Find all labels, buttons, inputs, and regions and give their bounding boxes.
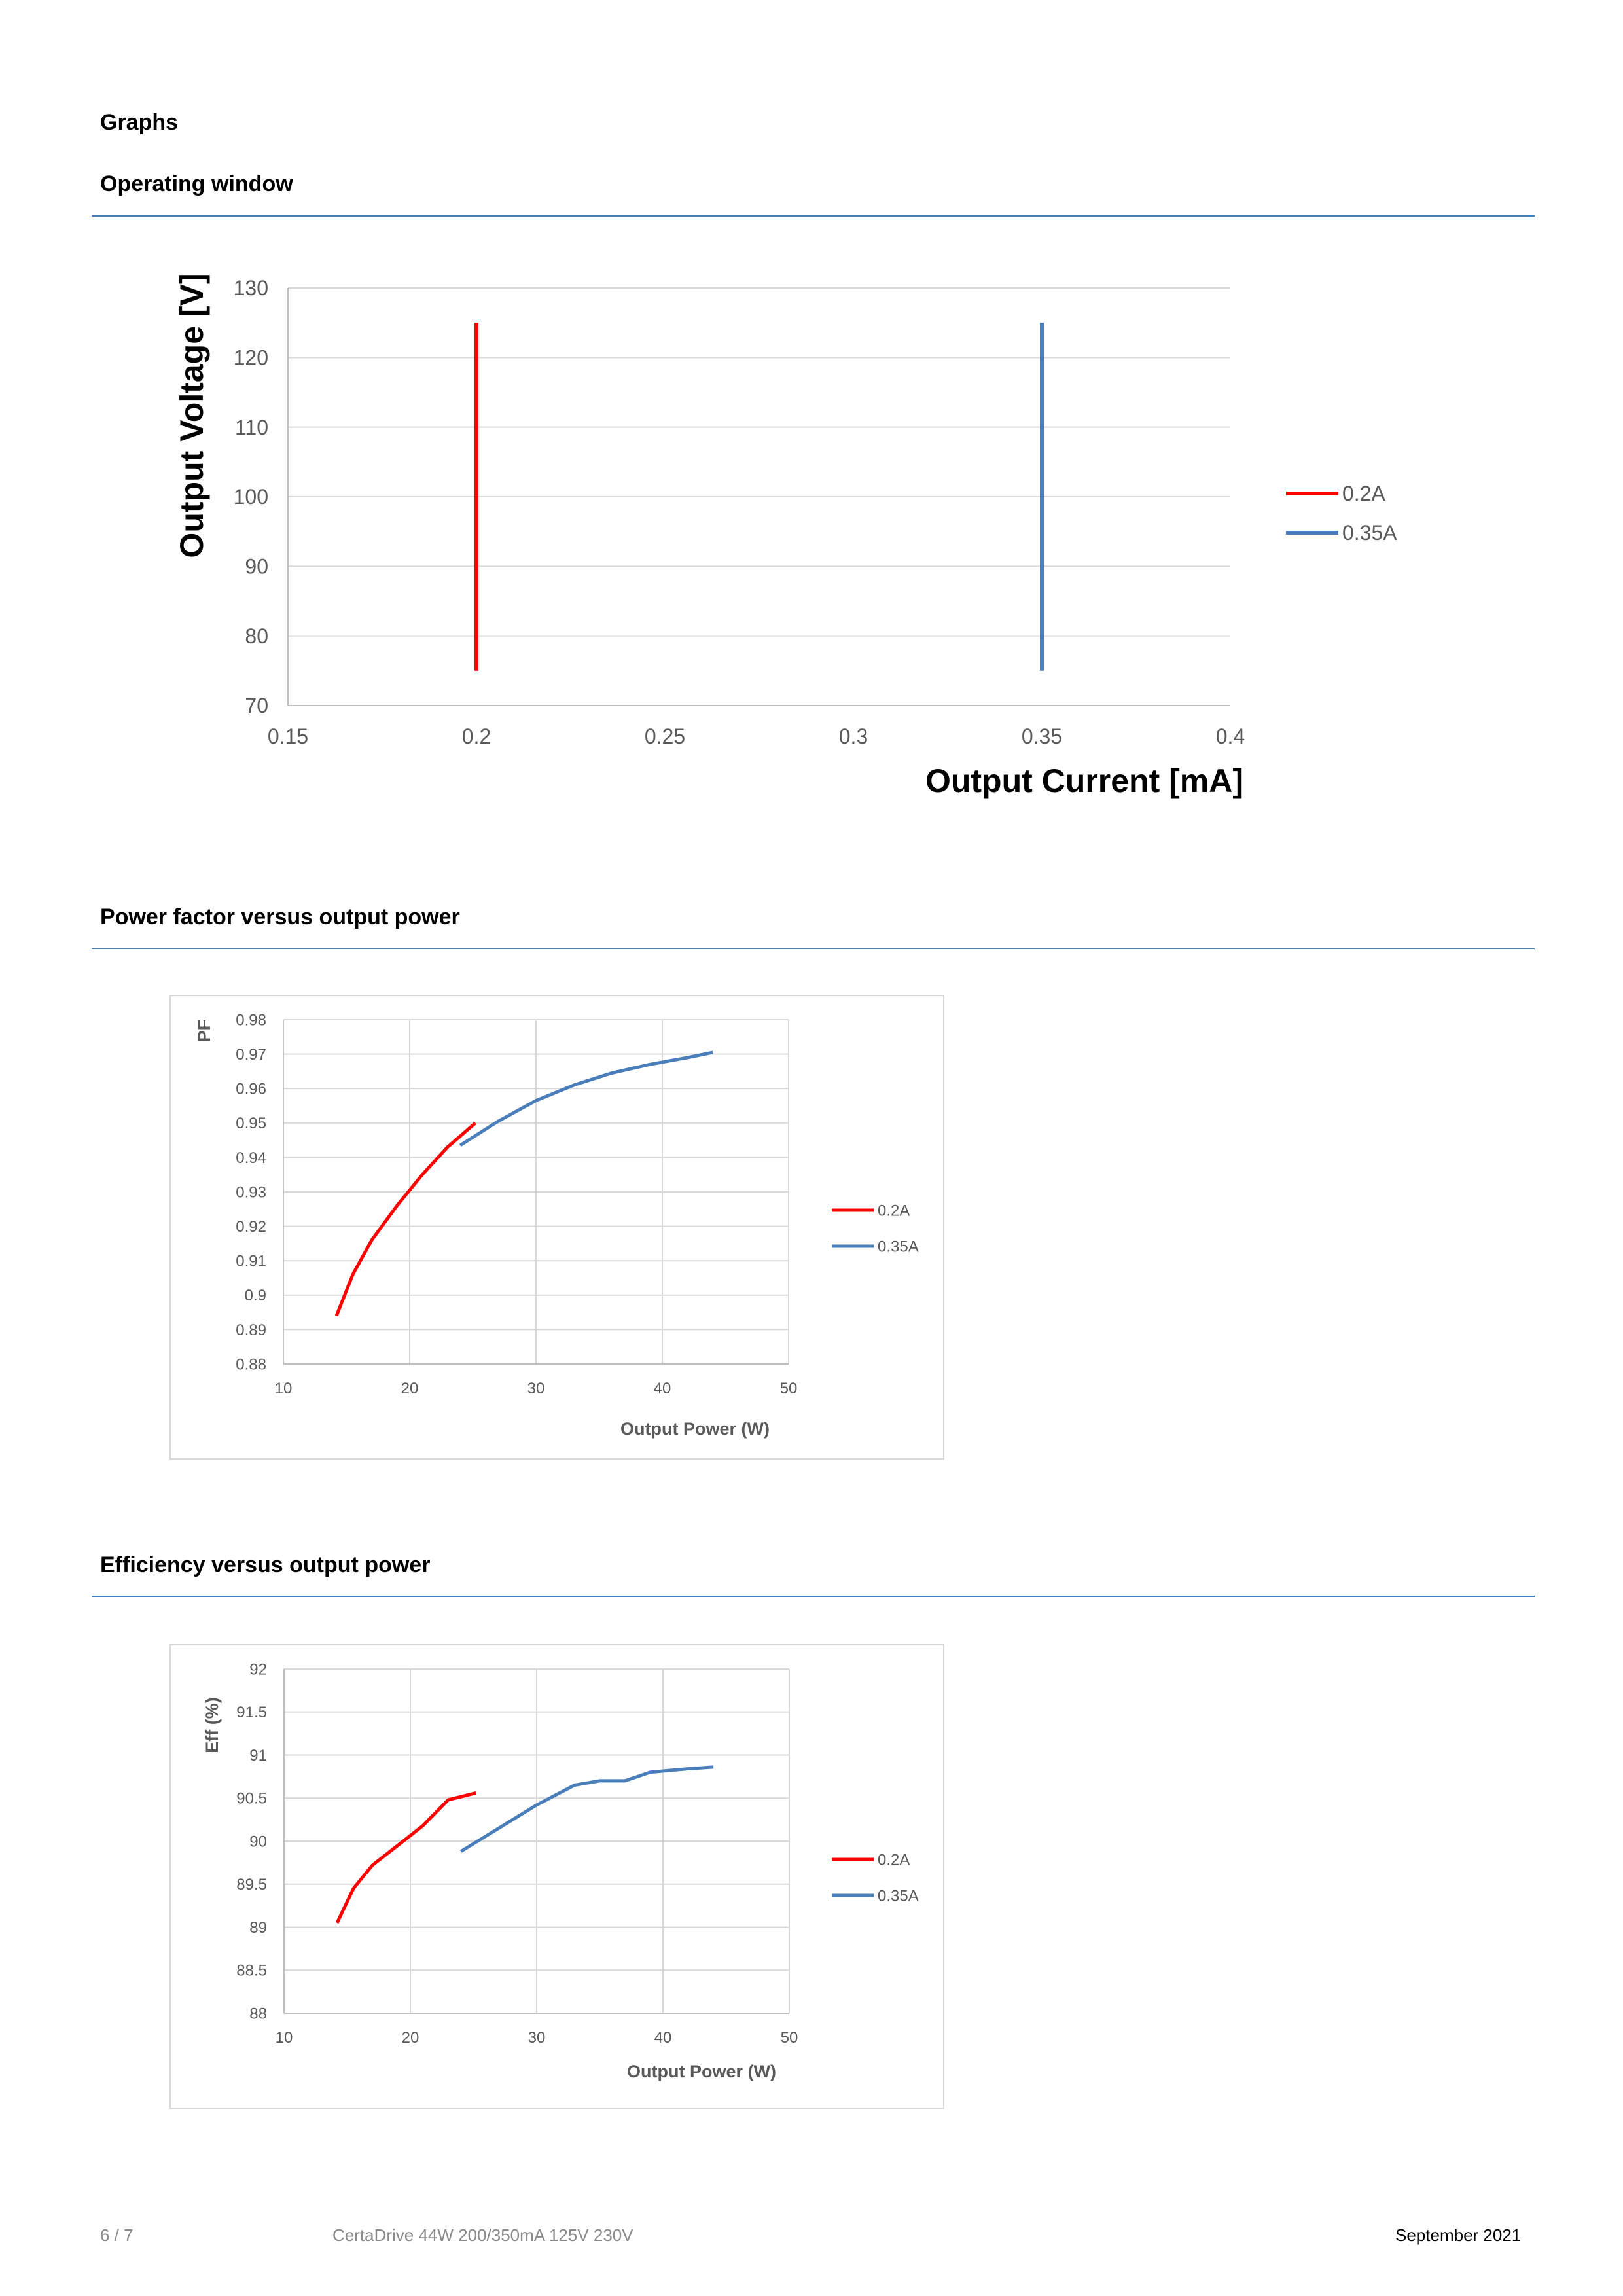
x-axis-label: Output Power (W) <box>627 2062 776 2081</box>
power-factor-chart-frame: 0.88 0.89 0.9 0.91 0.92 0.93 0.94 0.95 0.96 0.97 0… <box>169 995 944 1460</box>
power-factor-chart: 0.88 0.89 0.9 0.91 0.92 0.93 0.94 0.95 0.96 0.97 0… <box>194 1011 919 1439</box>
y-tick-label: 89.5 <box>236 1876 267 1893</box>
x-tick-label: 0.2 <box>462 725 491 748</box>
y-tick-label: 88.5 <box>236 1962 267 1980</box>
heading-power-factor: Power factor versus output power <box>100 905 460 929</box>
x-tick-label: 30 <box>527 1380 545 1397</box>
operating-window-chart: 70 80 90 100 110 120 130 0.15 0.2 0.25 0.3 0.35 0.4 O… <box>173 273 1397 799</box>
y-tick-label: 90.5 <box>236 1790 267 1808</box>
series-line-0.2A <box>334 1121 477 1317</box>
section-rule <box>92 215 1535 217</box>
y-tick-label: 0.88 <box>236 1355 266 1373</box>
heading-operating-window: Operating window <box>100 171 293 196</box>
legend-label: 0.35A <box>878 1238 919 1255</box>
y-axis-label: Output Voltage [V] <box>173 273 210 558</box>
efficiency-chart-frame: 88 88.5 89 89.5 90 90.5 91 91.5 92 10 20 30 40 50 Outp… <box>169 1644 944 2109</box>
x-tick-label: 0.4 <box>1216 725 1245 748</box>
x-tick-label: 50 <box>780 1380 798 1397</box>
y-tick-label: 0.96 <box>236 1081 266 1098</box>
legend-label: 0.35A <box>878 1887 919 1905</box>
series-line-0.2A <box>335 1791 476 1924</box>
y-tick-label: 0.93 <box>236 1183 266 1201</box>
section-rule <box>92 1596 1535 1597</box>
x-tick-label: 0.25 <box>645 725 685 748</box>
series-line-0.35A <box>459 1765 714 1853</box>
y-tick-label: 0.92 <box>236 1218 266 1236</box>
legend-label: 0.2A <box>1342 482 1385 505</box>
y-tick-label: 0.89 <box>236 1321 266 1339</box>
y-tick-label: 0.97 <box>236 1046 266 1064</box>
y-axis-label: Eff (%) <box>202 1697 222 1753</box>
x-tick-label: 40 <box>654 2029 672 2047</box>
efficiency-chart: 88 88.5 89 89.5 90 90.5 91 91.5 92 10 20 30 40 50 Outp… <box>202 1660 919 2081</box>
x-tick-label: 10 <box>275 1380 293 1397</box>
y-tick-label: 70 <box>245 694 268 717</box>
x-axis-label: Output Power (W) <box>620 1419 770 1439</box>
y-tick-label: 0.98 <box>236 1011 266 1029</box>
heading-efficiency: Efficiency versus output power <box>100 1552 431 1577</box>
y-tick-label: 80 <box>245 624 268 648</box>
x-tick-label: 40 <box>654 1380 671 1397</box>
series-line-0.35A <box>459 1050 713 1147</box>
x-axis-label: Output Current [mA] <box>925 762 1243 799</box>
y-tick-label: 89 <box>249 1919 267 1937</box>
legend-label: 0.2A <box>878 1851 910 1869</box>
y-tick-label: 88 <box>249 2005 267 2022</box>
footer-product: CertaDrive 44W 200/350mA 125V 230V <box>332 2225 633 2245</box>
y-tick-label: 0.94 <box>236 1149 266 1167</box>
x-tick-label: 20 <box>401 1380 419 1397</box>
x-tick-label: 0.35 <box>1022 725 1062 748</box>
y-tick-label: 91 <box>249 1747 267 1765</box>
footer-date: September 2021 <box>1395 2225 1522 2245</box>
y-tick-label: 130 <box>234 276 268 300</box>
footer-page-number: 6 / 7 <box>100 2225 134 2245</box>
x-tick-label: 0.3 <box>839 725 868 748</box>
y-axis-label: PF <box>194 1020 214 1043</box>
legend-label: 0.35A <box>1342 521 1397 545</box>
y-tick-label: 110 <box>235 416 268 439</box>
x-tick-label: 10 <box>276 2029 293 2047</box>
x-tick-label: 30 <box>528 2029 546 2047</box>
section-rule <box>92 948 1535 949</box>
y-tick-label: 90 <box>249 1833 267 1850</box>
y-tick-label: 91.5 <box>236 1704 267 1721</box>
section-title: Graphs <box>100 110 179 135</box>
y-tick-label: 0.95 <box>236 1115 266 1132</box>
y-tick-label: 90 <box>245 555 268 579</box>
x-tick-label: 50 <box>781 2029 798 2047</box>
x-tick-label: 20 <box>402 2029 419 2047</box>
y-tick-label: 0.91 <box>236 1253 266 1270</box>
y-tick-label: 92 <box>249 1660 267 1678</box>
y-tick-label: 100 <box>234 485 268 509</box>
y-tick-label: 120 <box>234 346 268 370</box>
legend-label: 0.2A <box>878 1202 910 1219</box>
x-tick-label: 0.15 <box>268 725 308 748</box>
y-tick-label: 0.9 <box>245 1287 266 1304</box>
